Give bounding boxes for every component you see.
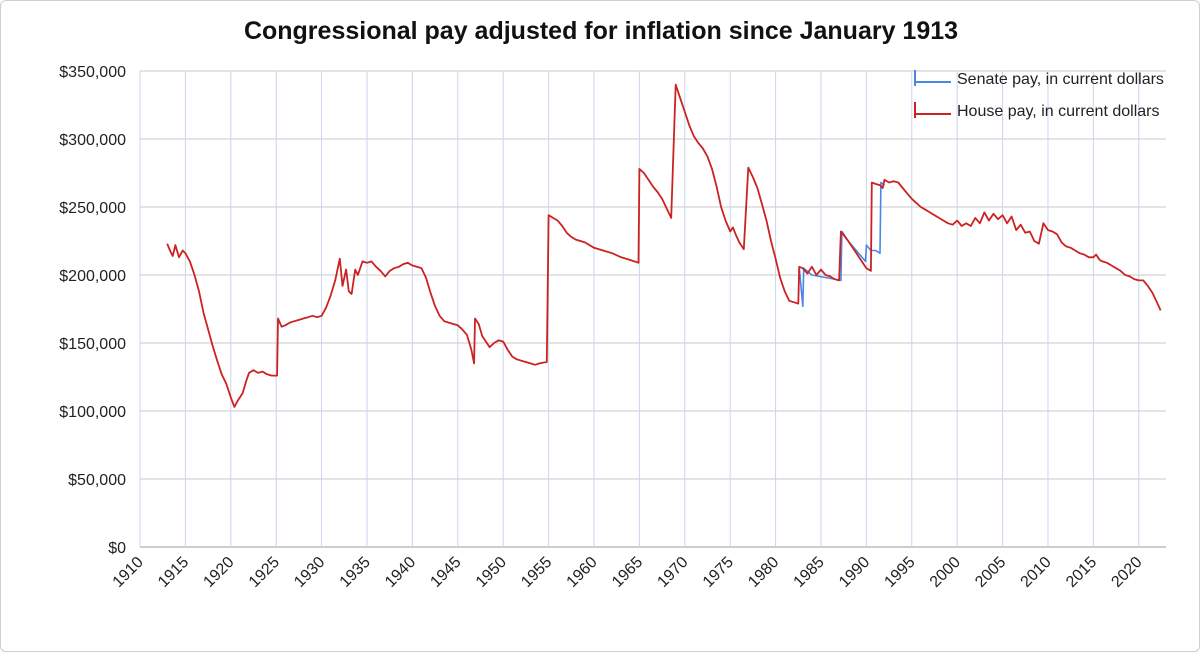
y-tick-label: $250,000 xyxy=(59,200,126,217)
x-tick-label: 1950 xyxy=(473,554,510,591)
legend-label: House pay, in current dollars xyxy=(957,103,1159,120)
y-tick-label: $150,000 xyxy=(59,336,126,353)
y-tick-label: $300,000 xyxy=(59,132,126,149)
x-tick-label: 1995 xyxy=(881,554,918,591)
x-tick-label: 1935 xyxy=(337,554,374,591)
y-tick-label: $200,000 xyxy=(59,268,126,285)
x-tick-label: 1920 xyxy=(200,554,237,591)
x-tick-label: 1930 xyxy=(291,554,328,591)
x-tick-label: 1990 xyxy=(836,554,873,591)
x-tick-label: 1910 xyxy=(110,554,147,591)
x-tick-label: 1975 xyxy=(700,554,737,591)
x-tick-label: 1940 xyxy=(382,554,419,591)
x-tick-label: 1985 xyxy=(791,554,828,591)
x-tick-label: 2005 xyxy=(972,554,1009,591)
x-tick-label: 1970 xyxy=(654,554,691,591)
x-tick-label: 1925 xyxy=(246,554,283,591)
x-tick-label: 1915 xyxy=(155,554,192,591)
y-tick-label: $100,000 xyxy=(59,404,126,421)
x-tick-label: 1945 xyxy=(427,554,464,591)
series-line xyxy=(798,181,885,308)
x-tick-label: 2000 xyxy=(927,554,964,591)
x-tick-label: 1965 xyxy=(609,554,646,591)
legend-label: Senate pay, in current dollars xyxy=(957,71,1164,88)
x-tick-label: 1960 xyxy=(564,554,601,591)
y-tick-label: $0 xyxy=(108,540,126,557)
x-tick-label: 2020 xyxy=(1108,554,1145,591)
x-tick-label: 2010 xyxy=(1018,554,1055,591)
y-tick-label: $350,000 xyxy=(59,64,126,81)
y-tick-label: $50,000 xyxy=(68,472,126,489)
x-tick-label: 1980 xyxy=(745,554,782,591)
series-line xyxy=(166,83,1162,408)
x-tick-label: 2015 xyxy=(1063,554,1100,591)
chart-title: Congressional pay adjusted for inflation… xyxy=(243,17,959,45)
x-tick-label: 1955 xyxy=(518,554,555,591)
